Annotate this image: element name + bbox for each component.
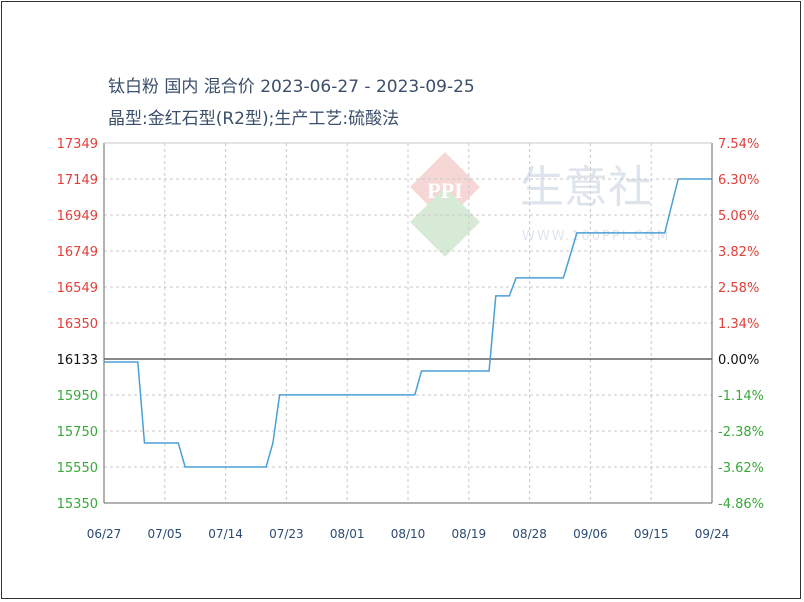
y-right-tick-label: -3.62%: [718, 461, 764, 476]
x-tick-label: 08/01: [330, 527, 365, 541]
y-axis-right-ticks: 7.54% 6.30% 5.06% 3.82% 2.58% 1.34% 0.00% -1.14…: [718, 137, 764, 512]
y-right-tick-label: -4.86%: [718, 497, 764, 512]
y-left-tick-label: 16133: [57, 353, 98, 368]
y-right-tick-label: -1.14%: [718, 389, 764, 404]
x-tick-label: 08/10: [391, 527, 426, 541]
x-tick-label: 09/15: [634, 527, 669, 541]
watermark-brand: 生意社: [520, 162, 652, 213]
x-axis-ticks: 06/27 07/05 07/14 07/23 08/01 08/10 08/19 08/28…: [87, 527, 730, 541]
x-tick-label: 08/28: [512, 527, 547, 541]
y-right-tick-label: -2.38%: [718, 425, 764, 440]
x-tick-label: 09/24: [695, 527, 730, 541]
x-tick-label: 08/19: [452, 527, 487, 541]
y-right-tick-label: 5.06%: [718, 209, 759, 224]
chart-title: 钛白粉 国内 混合价 2023-06-27 - 2023-09-25: [108, 77, 475, 97]
y-left-tick-label: 16350: [57, 317, 98, 332]
x-tick-label: 07/14: [208, 527, 243, 541]
watermark-logo-bottom: [410, 187, 480, 257]
watermark-logo-top: [410, 152, 480, 222]
y-right-tick-label: 2.58%: [718, 281, 759, 296]
watermark-site: WWW.100PPI.COM: [522, 229, 670, 244]
y-left-tick-label: 15550: [57, 461, 98, 476]
y-right-tick-label: 6.30%: [718, 173, 759, 188]
x-tick-label: 06/27: [87, 527, 122, 541]
y-left-tick-label: 15950: [57, 389, 98, 404]
y-right-tick-label: 7.54%: [718, 137, 759, 152]
series-line: [104, 178, 712, 468]
x-tick-label: 07/23: [269, 527, 304, 541]
y-right-tick-label: 1.34%: [718, 317, 759, 332]
watermark-logo-text: PPI: [427, 178, 462, 203]
y-left-tick-label: 15750: [57, 425, 98, 440]
x-tick-label: 09/06: [573, 527, 608, 541]
y-axis-left-ticks: 17349 17149 16949 16749 16549 16350 16133 15950…: [57, 137, 98, 512]
axis-layer: [103, 142, 713, 504]
x-tick-label: 07/05: [148, 527, 183, 541]
y-left-tick-label: 17149: [57, 173, 98, 188]
y-left-tick-label: 15350: [57, 497, 98, 512]
chart-subtitle: 晶型:金红石型(R2型);生产工艺:硫酸法: [108, 109, 400, 129]
y-left-tick-label: 16949: [57, 209, 98, 224]
y-left-tick-label: 16549: [57, 281, 98, 296]
y-left-tick-label: 16749: [57, 245, 98, 260]
y-right-tick-label: 3.82%: [718, 245, 759, 260]
watermark: PPI 生意社 WWW.100PPI.COM: [410, 152, 670, 257]
y-left-tick-label: 17349: [57, 137, 98, 152]
y-right-tick-label: 0.00%: [718, 353, 759, 368]
series-layer: [104, 178, 712, 468]
